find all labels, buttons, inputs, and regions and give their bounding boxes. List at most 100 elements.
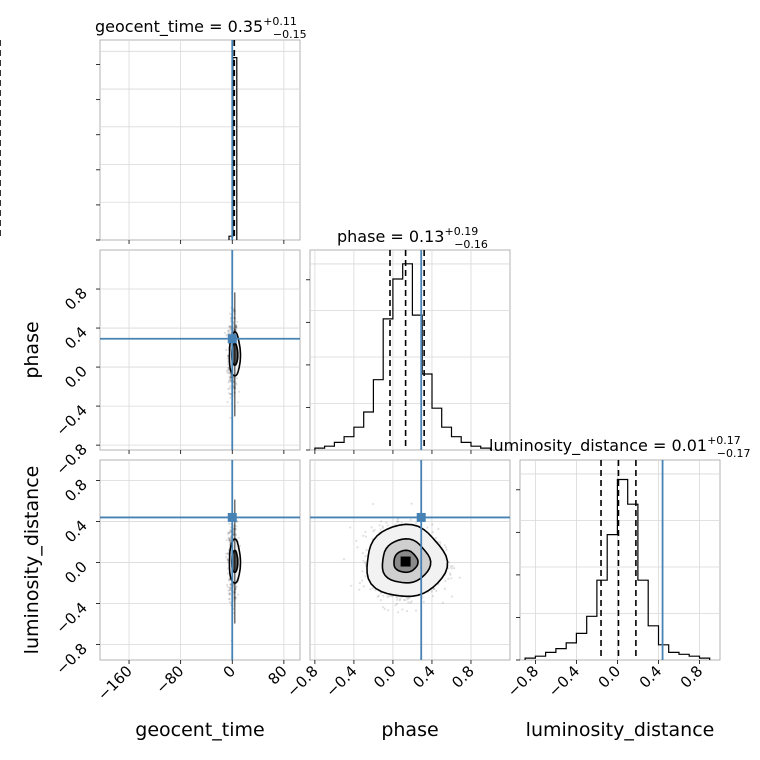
scatter-point xyxy=(226,558,229,561)
scatter-point xyxy=(229,392,232,396)
scatter-point xyxy=(228,586,231,589)
scatter-point xyxy=(225,539,228,542)
panels xyxy=(99,39,721,661)
scatter-point xyxy=(226,557,229,561)
scatter-point xyxy=(404,599,407,602)
scatter-point xyxy=(229,385,232,388)
truth-marker xyxy=(416,512,426,522)
panel-hist-lumdist xyxy=(519,459,721,661)
scatter-point xyxy=(226,583,229,587)
scatter-point xyxy=(379,528,382,531)
scatter-point xyxy=(364,535,367,538)
scatter-point xyxy=(382,594,385,597)
y-tick-label: 0.4 xyxy=(61,517,91,547)
scatter-point xyxy=(397,520,400,523)
truth-marker xyxy=(227,334,237,344)
y-tick-label: 0.8 xyxy=(61,476,91,506)
scatter-point xyxy=(227,536,230,539)
scatter-point xyxy=(228,539,231,542)
scatter-point xyxy=(386,595,389,598)
scatter-point xyxy=(229,325,232,328)
scatter-point xyxy=(396,598,399,602)
scatter-point xyxy=(229,528,232,531)
scatter-point xyxy=(236,320,239,323)
ylabel-phase: phase xyxy=(21,321,43,378)
scatter-point xyxy=(226,567,230,570)
scatter-point xyxy=(228,592,232,595)
scatter-point xyxy=(228,539,231,542)
scatter-point xyxy=(228,577,231,581)
scatter-point xyxy=(410,502,413,505)
scatter-point xyxy=(379,599,382,602)
scatter-point xyxy=(350,584,353,587)
scatter-point xyxy=(439,541,442,544)
scatter-point xyxy=(410,600,413,603)
scatter-point xyxy=(398,599,401,602)
scatter-point xyxy=(408,596,411,599)
scatter-point xyxy=(229,376,232,379)
scatter-point xyxy=(229,377,232,380)
scatter-point xyxy=(235,325,238,328)
scatter-point xyxy=(228,379,231,382)
scatter-point xyxy=(364,561,367,564)
x-tick-label: −80 xyxy=(152,662,187,697)
scatter-point xyxy=(228,537,231,540)
scatter-point xyxy=(364,575,367,578)
scatter-point xyxy=(377,594,380,597)
scatter-point xyxy=(409,518,412,522)
scatter-point xyxy=(235,383,238,386)
scatter-point xyxy=(433,588,436,591)
scatter-point xyxy=(415,521,418,525)
scatter-point xyxy=(349,526,352,529)
scatter-point xyxy=(228,372,231,375)
scatter-point xyxy=(235,324,238,327)
scatter-point xyxy=(378,524,381,527)
scatter-point xyxy=(431,531,434,534)
scatter-point xyxy=(228,324,232,328)
scatter-point xyxy=(365,548,368,552)
density-contours xyxy=(228,292,449,624)
scatter-point xyxy=(362,534,365,537)
scatter-point xyxy=(226,400,229,404)
scatter-point xyxy=(431,523,434,526)
scatter-point xyxy=(361,552,364,555)
xlabel-geocent-time: geocent_time xyxy=(135,719,264,741)
panel-hist-phase xyxy=(309,249,511,451)
scatter-point xyxy=(381,526,385,530)
scatter-point xyxy=(226,369,229,372)
scatter-point xyxy=(407,601,410,604)
scatter-point xyxy=(235,325,238,328)
scatter-point xyxy=(379,592,382,595)
ylabel-luminosity-distance: luminosity_distance xyxy=(21,466,43,655)
scatter-point xyxy=(437,527,440,531)
scatter-point xyxy=(372,502,375,506)
scatter-point xyxy=(228,371,231,374)
scatter-point xyxy=(386,524,389,527)
scatter-point xyxy=(394,604,397,607)
scatter-point xyxy=(227,593,230,596)
scatter-point xyxy=(381,525,384,528)
scatter-point xyxy=(449,565,452,568)
scatter-point xyxy=(227,331,230,334)
scatter-point xyxy=(237,593,240,596)
scatter-point xyxy=(434,537,437,540)
scatter-point xyxy=(445,548,448,551)
scatter-point xyxy=(443,544,446,547)
scatter-point xyxy=(435,589,438,593)
scatter-point xyxy=(400,521,403,524)
scatter-point xyxy=(236,401,239,404)
scatter-point xyxy=(422,600,425,604)
scatter-point xyxy=(229,416,232,419)
scatter-point xyxy=(355,539,358,543)
truth-markers xyxy=(100,40,664,660)
scatter-point xyxy=(229,396,232,399)
scatter-point xyxy=(228,589,231,592)
panel-lumdist-vs-geocent-time xyxy=(99,459,301,661)
scatter-point xyxy=(380,520,383,523)
scatter-point xyxy=(450,595,454,598)
scatter-point xyxy=(227,522,231,525)
scatter-point xyxy=(227,329,230,332)
scatter-point xyxy=(364,555,367,558)
scatter-point xyxy=(395,602,399,605)
scatter-point xyxy=(229,392,232,396)
